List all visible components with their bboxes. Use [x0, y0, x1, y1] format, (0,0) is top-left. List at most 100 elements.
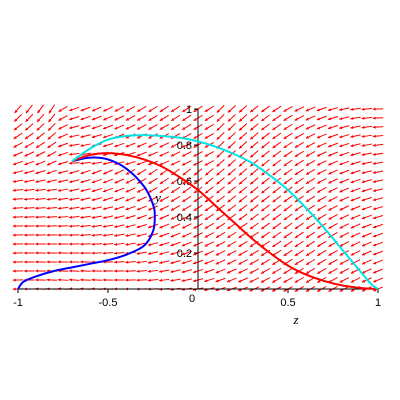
field-arrow [261, 195, 270, 203]
field-arrow [147, 251, 159, 256]
field-arrow [13, 151, 23, 157]
field-arrow [327, 133, 339, 139]
field-arrow [372, 161, 384, 165]
field-arrow [294, 141, 304, 149]
field-arrow [305, 151, 316, 157]
field-arrow [181, 223, 192, 229]
field-arrow [361, 268, 372, 274]
field-arrow [261, 204, 270, 212]
field-arrow [12, 251, 24, 255]
field-arrow [316, 160, 327, 166]
field-arrow [57, 197, 69, 201]
field-arrow [69, 179, 80, 184]
field-arrow [204, 168, 214, 176]
field-arrow [35, 278, 46, 282]
field-arrow [46, 197, 57, 201]
field-arrow [12, 215, 24, 219]
field-arrow [57, 251, 69, 255]
field-arrow [227, 240, 237, 248]
field-arrow [294, 132, 305, 140]
field-arrow [350, 161, 361, 166]
field-arrow [204, 241, 215, 247]
field-arrow [125, 161, 136, 166]
field-arrow [58, 133, 68, 139]
field-arrow [249, 168, 259, 176]
field-arrow [136, 242, 147, 247]
field-arrow [57, 215, 69, 219]
field-arrow [24, 206, 35, 210]
field-arrow [57, 206, 69, 210]
field-arrow [227, 105, 236, 113]
field-arrow [69, 224, 80, 228]
field-arrow [361, 134, 372, 138]
field-arrow [114, 278, 125, 282]
field-arrow [80, 215, 91, 219]
field-arrow [294, 240, 304, 248]
field-arrow [328, 205, 338, 211]
field-arrow [328, 160, 338, 166]
y-tick-label: 0.8 [177, 140, 192, 152]
field-arrow [103, 169, 113, 175]
field-arrow [350, 125, 361, 129]
field-arrow [80, 269, 91, 273]
field-arrow [12, 170, 24, 175]
field-arrow [350, 134, 361, 139]
field-arrow [147, 269, 159, 273]
field-arrow [125, 269, 136, 273]
field-arrow [238, 114, 248, 122]
field-arrow [182, 195, 192, 203]
field-arrow [13, 142, 23, 148]
field-arrow [35, 260, 46, 264]
field-arrow [226, 277, 237, 283]
field-arrow [272, 222, 282, 230]
field-arrow [69, 125, 80, 130]
field-arrow [328, 214, 338, 220]
field-arrow [294, 159, 304, 167]
field-arrow [159, 196, 170, 202]
field-arrow [114, 269, 125, 273]
field-arrow [69, 188, 80, 193]
field-arrow [36, 132, 45, 140]
field-arrow [91, 178, 102, 184]
field-arrow [372, 125, 384, 129]
field-arrow [339, 196, 350, 202]
field-arrow [227, 177, 237, 185]
field-arrow [102, 215, 114, 220]
field-arrow [125, 260, 136, 264]
field-arrow [227, 132, 236, 140]
field-arrow [249, 204, 259, 212]
field-arrow [227, 204, 237, 212]
field-arrow [125, 233, 136, 238]
field-arrow [91, 161, 102, 165]
field-arrow [170, 105, 181, 113]
field-arrow [80, 143, 91, 147]
field-arrow [226, 259, 237, 265]
field-arrow [249, 195, 259, 203]
field-arrow [91, 197, 102, 202]
field-arrow [372, 214, 384, 220]
field-arrow [80, 251, 91, 255]
field-arrow [283, 132, 293, 140]
field-arrow [272, 123, 282, 131]
field-arrow [69, 242, 80, 246]
field-arrow [350, 214, 361, 220]
field-arrow [102, 224, 114, 228]
field-arrow [283, 231, 293, 239]
field-arrow [283, 240, 293, 248]
field-arrow [181, 160, 192, 166]
field-arrow [46, 169, 57, 175]
field-arrow [216, 150, 225, 158]
field-arrow [339, 205, 350, 211]
field-arrow [227, 195, 237, 203]
field-arrow [24, 197, 35, 201]
field-arrow [91, 106, 102, 112]
field-arrow [283, 204, 293, 212]
field-arrow [36, 123, 45, 131]
field-arrow [91, 242, 102, 246]
field-arrow [47, 122, 56, 132]
field-arrow [102, 278, 114, 282]
field-arrow [12, 179, 24, 183]
field-arrow [148, 177, 158, 185]
field-arrow [57, 142, 69, 148]
field-arrow [204, 250, 215, 256]
